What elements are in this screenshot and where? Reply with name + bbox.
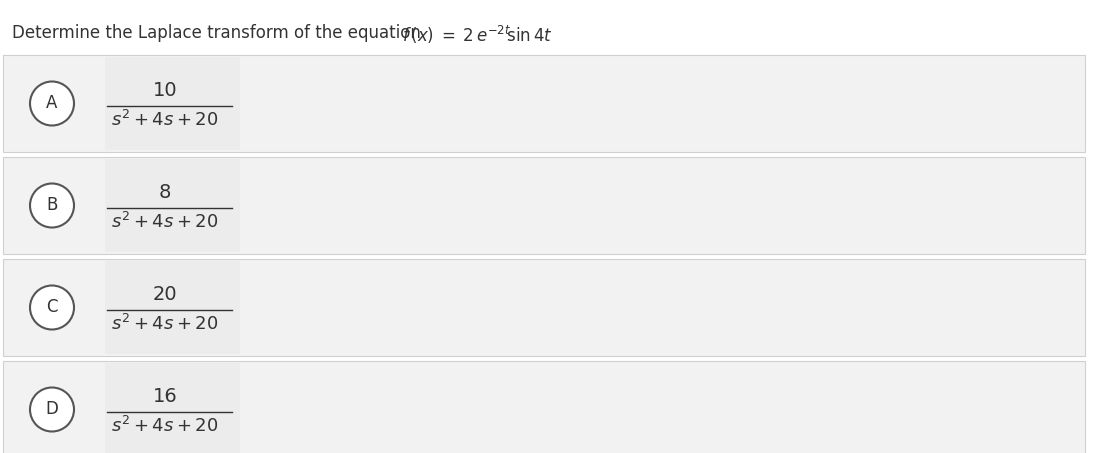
Text: $s^2+4s+20$: $s^2+4s+20$ (112, 212, 219, 231)
Text: $f\,(x)\;=\;2\,e^{-2t}\!\sin 4t$: $f\,(x)\;=\;2\,e^{-2t}\!\sin 4t$ (401, 24, 552, 46)
Text: 8: 8 (159, 183, 171, 202)
Circle shape (30, 82, 74, 125)
Text: $s^2+4s+20$: $s^2+4s+20$ (112, 110, 219, 130)
Bar (3, 361, 1085, 453)
Bar (105, 159, 240, 252)
Text: D: D (46, 400, 58, 419)
Text: $s^2+4s+20$: $s^2+4s+20$ (112, 415, 219, 436)
Text: $s^2+4s+20$: $s^2+4s+20$ (112, 313, 219, 333)
Bar (105, 57, 240, 150)
Text: 20: 20 (153, 284, 177, 304)
Text: 10: 10 (153, 81, 177, 100)
Bar (3, 157, 1085, 254)
Bar (105, 261, 240, 354)
Circle shape (30, 387, 74, 432)
Bar (105, 363, 240, 453)
Circle shape (30, 285, 74, 329)
Text: C: C (46, 299, 58, 317)
Text: Determine the Laplace transform of the equation: Determine the Laplace transform of the e… (12, 24, 427, 42)
Bar (3, 55, 1085, 152)
Text: B: B (46, 197, 58, 215)
Text: A: A (46, 95, 58, 112)
Circle shape (30, 183, 74, 227)
Text: 16: 16 (153, 386, 177, 405)
Bar (3, 259, 1085, 356)
